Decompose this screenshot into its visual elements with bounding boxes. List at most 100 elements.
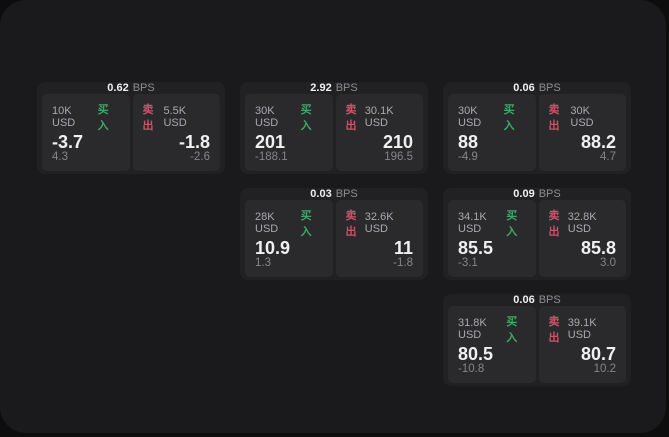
sell-delta: 3.0 — [600, 257, 616, 269]
sell-delta: -1.8 — [393, 257, 413, 269]
sell-amount: 32.8K USD — [567, 211, 597, 235]
buy-tile-top: 28K USD 买入 — [255, 207, 323, 239]
sell-tile-top: 卖出 32.6K USD — [346, 207, 414, 239]
buy-amount: 30K USD — [255, 105, 279, 129]
buy-amount: 31.8K USD — [458, 317, 487, 341]
quote-card-2: 2.92 BPS 30K USD 买入 201 -188.1 卖出 — [240, 82, 428, 174]
quote-card-4: 0.03 BPS 28K USD 买入 10.9 1.3 卖出 — [240, 188, 428, 280]
quote-card-5: 0.09 BPS 34.1K USD 买入 85.5 -3.1 卖出 — [443, 188, 631, 280]
sell-tile[interactable]: 卖出 39.1K USD 80.7 10.2 — [538, 306, 626, 383]
buy-tile[interactable]: 34.1K USD 买入 85.5 -3.1 — [448, 200, 536, 277]
spread-value: 0.06 — [513, 82, 535, 94]
quote-card-6: 0.06 BPS 31.8K USD 买入 80.5 -10.8 卖 — [443, 294, 631, 386]
sell-price: 210 — [382, 132, 413, 152]
sell-tile-top: 卖出 30.1K USD — [346, 101, 414, 133]
sell-tile[interactable]: 卖出 5.5K USD -1.8 -2.6 — [132, 94, 220, 171]
buy-tile[interactable]: 30K USD 买入 201 -188.1 — [245, 94, 333, 171]
spread-header: 0.09 BPS — [448, 188, 626, 200]
sell-tile[interactable]: 卖出 32.8K USD 85.8 3.0 — [538, 200, 626, 277]
sell-amount: 30K USD — [570, 105, 594, 129]
sell-tile-top: 卖出 32.8K USD — [549, 207, 617, 239]
sell-amount: 5.5K USD — [163, 105, 187, 129]
spread-unit: BPS — [538, 294, 561, 306]
sell-amount: 32.6K USD — [364, 211, 394, 235]
buy-price: -3.7 — [52, 132, 84, 152]
buy-tile-top: 31.8K USD 买入 — [458, 313, 526, 345]
spread-value: 0.62 — [107, 82, 129, 94]
spread-header: 0.62 BPS — [42, 82, 220, 94]
sell-tile-top: 卖出 5.5K USD — [143, 101, 211, 133]
sell-delta: 10.2 — [593, 363, 616, 375]
spread-header: 0.03 BPS — [245, 188, 423, 200]
buy-amount: 34.1K USD — [458, 211, 487, 235]
sell-price: -1.8 — [178, 132, 210, 152]
sell-delta: 4.7 — [600, 151, 616, 163]
quote-card-3: 0.06 BPS 30K USD 买入 88 -4.9 卖出 — [443, 82, 631, 174]
buy-delta: -4.9 — [458, 151, 478, 163]
buy-tile-top: 30K USD 买入 — [255, 101, 323, 133]
buy-amount: 30K USD — [458, 105, 482, 129]
sell-tile-top: 卖出 39.1K USD — [549, 313, 617, 345]
buy-amount: 10K USD — [52, 105, 76, 129]
buy-price: 80.5 — [458, 344, 494, 364]
buy-amount: 28K USD — [255, 211, 279, 235]
buy-tile[interactable]: 28K USD 买入 10.9 1.3 — [245, 200, 333, 277]
spread-unit: BPS — [538, 82, 561, 94]
spread-value: 0.03 — [310, 188, 332, 200]
sell-label: 卖出 — [548, 104, 560, 132]
spread-unit: BPS — [132, 82, 155, 94]
spread-unit: BPS — [538, 188, 561, 200]
sell-label: 卖出 — [142, 104, 154, 132]
sell-tile[interactable]: 卖出 32.6K USD 11 -1.8 — [335, 200, 423, 277]
spread-unit: BPS — [335, 82, 358, 94]
buy-delta: 1.3 — [255, 257, 271, 269]
quote-body: 30K USD 买入 88 -4.9 卖出 30K USD 88.2 4.7 — [448, 94, 626, 171]
buy-label: 买入 — [506, 316, 518, 344]
sell-label: 卖出 — [345, 104, 357, 132]
quote-card-1: 0.62 BPS 10K USD 买入 -3.7 4.3 卖出 — [37, 82, 225, 174]
sell-tile[interactable]: 卖出 30K USD 88.2 4.7 — [538, 94, 626, 171]
sell-price: 85.8 — [580, 238, 616, 258]
spread-unit: BPS — [335, 188, 358, 200]
quotes-grid: 0.62 BPS 10K USD 买入 -3.7 4.3 卖出 — [37, 82, 631, 386]
buy-delta: 4.3 — [52, 151, 68, 163]
buy-tile-top: 30K USD 买入 — [458, 101, 526, 133]
buy-tile[interactable]: 30K USD 买入 88 -4.9 — [448, 94, 536, 171]
spread-value: 2.92 — [310, 82, 332, 94]
sell-label: 卖出 — [345, 210, 357, 238]
buy-tile[interactable]: 10K USD 买入 -3.7 4.3 — [42, 94, 130, 171]
buy-delta: -3.1 — [458, 257, 478, 269]
spread-header: 0.06 BPS — [448, 294, 626, 306]
buy-label: 买入 — [506, 210, 518, 238]
quote-body: 31.8K USD 买入 80.5 -10.8 卖出 39.1K USD 80.… — [448, 306, 626, 383]
buy-price: 201 — [255, 132, 286, 152]
sell-delta: -2.6 — [190, 151, 210, 163]
sell-tile[interactable]: 卖出 30.1K USD 210 196.5 — [335, 94, 423, 171]
sell-tile-top: 卖出 30K USD — [549, 101, 617, 133]
sell-label: 卖出 — [548, 210, 560, 238]
spread-value: 0.06 — [513, 294, 535, 306]
buy-tile-top: 10K USD 买入 — [52, 101, 120, 133]
buy-label: 买入 — [300, 210, 312, 238]
sell-price: 80.7 — [580, 344, 616, 364]
sell-label: 卖出 — [548, 316, 560, 344]
buy-delta: -10.8 — [458, 363, 485, 375]
spread-header: 0.06 BPS — [448, 82, 626, 94]
buy-label: 买入 — [97, 104, 109, 132]
sell-amount: 39.1K USD — [567, 317, 597, 341]
buy-tile-top: 34.1K USD 买入 — [458, 207, 526, 239]
buy-price: 85.5 — [458, 238, 494, 258]
buy-delta: -188.1 — [255, 151, 288, 163]
buy-price: 88 — [458, 132, 479, 152]
quote-body: 10K USD 买入 -3.7 4.3 卖出 5.5K USD -1.8 -2.… — [42, 94, 220, 171]
buy-label: 买入 — [300, 104, 312, 132]
quote-body: 28K USD 买入 10.9 1.3 卖出 32.6K USD 11 -1.8 — [245, 200, 423, 277]
quote-body: 34.1K USD 买入 85.5 -3.1 卖出 32.8K USD 85.8… — [448, 200, 626, 277]
sell-delta: 196.5 — [384, 151, 413, 163]
buy-price: 10.9 — [255, 238, 291, 258]
buy-tile[interactable]: 31.8K USD 买入 80.5 -10.8 — [448, 306, 536, 383]
buy-label: 买入 — [503, 104, 515, 132]
sell-amount: 30.1K USD — [364, 105, 394, 129]
